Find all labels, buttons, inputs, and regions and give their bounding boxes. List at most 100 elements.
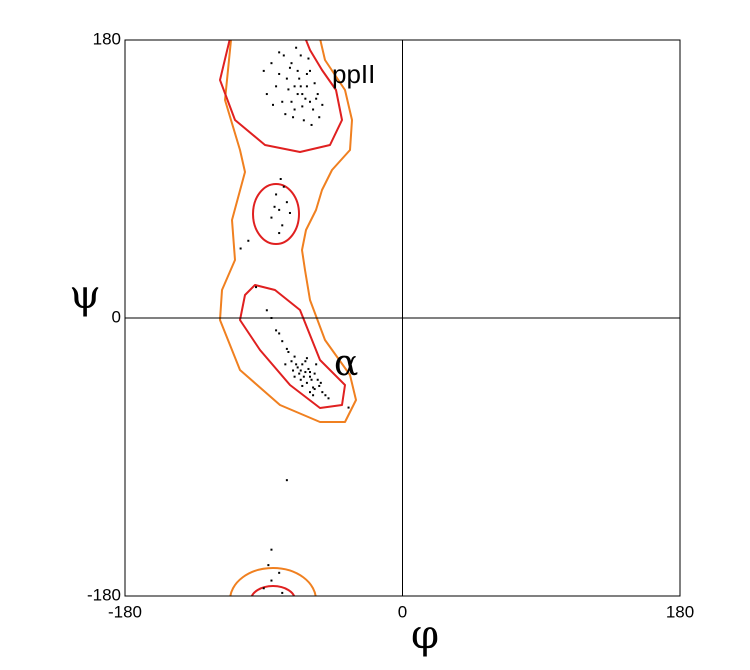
point — [275, 193, 278, 196]
point — [270, 579, 273, 582]
point — [299, 85, 302, 88]
point — [318, 384, 321, 387]
point — [301, 93, 304, 96]
point — [285, 479, 288, 482]
point — [309, 391, 311, 394]
x-tick-label: 0 — [398, 602, 407, 621]
point — [278, 51, 281, 54]
point — [282, 54, 285, 57]
point — [295, 46, 298, 49]
point — [255, 286, 258, 289]
point — [293, 108, 296, 111]
point — [307, 367, 310, 370]
point — [270, 317, 273, 319]
point — [281, 340, 284, 343]
point — [265, 93, 268, 96]
point — [296, 69, 299, 72]
point — [301, 363, 304, 366]
point — [299, 378, 302, 381]
point — [278, 571, 281, 574]
point — [287, 88, 290, 91]
point — [247, 239, 250, 242]
point — [309, 371, 311, 374]
point — [305, 357, 308, 360]
point — [292, 369, 295, 372]
point — [327, 397, 330, 400]
point — [312, 386, 315, 389]
point — [273, 205, 276, 208]
point — [301, 384, 304, 387]
plot-layer: -180 0 180 -180 0 180 — [87, 29, 694, 621]
point — [313, 82, 316, 85]
point — [302, 375, 305, 378]
inner-contour — [219, 40, 343, 153]
point — [265, 309, 268, 312]
x-axis-label: φ — [411, 612, 439, 658]
point — [299, 369, 302, 372]
point — [272, 103, 274, 106]
point — [284, 363, 287, 366]
point — [290, 62, 293, 65]
point — [318, 116, 321, 119]
point — [312, 108, 315, 111]
point — [295, 363, 298, 366]
point — [347, 406, 350, 409]
point — [309, 100, 311, 103]
point — [270, 62, 273, 65]
point — [312, 394, 315, 397]
point — [304, 360, 307, 363]
point — [279, 178, 282, 180]
point — [284, 113, 287, 116]
point — [296, 93, 299, 96]
point — [315, 97, 318, 100]
point — [278, 72, 281, 75]
point — [293, 355, 296, 358]
point — [302, 119, 305, 122]
point — [262, 587, 265, 590]
point — [270, 216, 273, 219]
outer-contour — [229, 567, 317, 596]
y-tick-label: -180 — [87, 585, 121, 604]
point — [281, 224, 284, 227]
point — [315, 363, 318, 366]
point — [293, 85, 296, 88]
point — [324, 394, 327, 397]
inner-contour — [239, 284, 346, 409]
point — [301, 105, 304, 108]
point — [321, 103, 324, 106]
point — [313, 372, 316, 375]
point — [287, 350, 290, 353]
point — [316, 378, 319, 381]
point — [285, 77, 288, 80]
point — [281, 591, 284, 594]
point — [275, 85, 278, 88]
y-axis-label: ψ — [69, 272, 100, 318]
point — [305, 72, 308, 75]
point — [278, 208, 281, 211]
outer-contour — [219, 40, 357, 423]
point — [305, 381, 308, 384]
point — [309, 69, 311, 72]
y-tick-label: 180 — [93, 29, 121, 48]
point — [298, 77, 301, 80]
point — [285, 347, 288, 350]
y-tick-label: 0 — [112, 307, 121, 326]
point — [270, 548, 273, 551]
point — [262, 69, 265, 72]
point — [299, 54, 302, 57]
point — [275, 329, 278, 332]
point — [305, 85, 308, 88]
inner-contour — [250, 585, 296, 596]
point — [313, 388, 316, 391]
inner-contour — [252, 183, 300, 245]
point — [298, 372, 301, 375]
point — [267, 564, 270, 567]
point — [307, 57, 310, 60]
density-contours — [219, 40, 357, 596]
point — [282, 185, 285, 188]
point — [316, 93, 319, 96]
point — [278, 232, 281, 235]
annotation: ppII — [332, 59, 375, 89]
point — [304, 371, 307, 374]
